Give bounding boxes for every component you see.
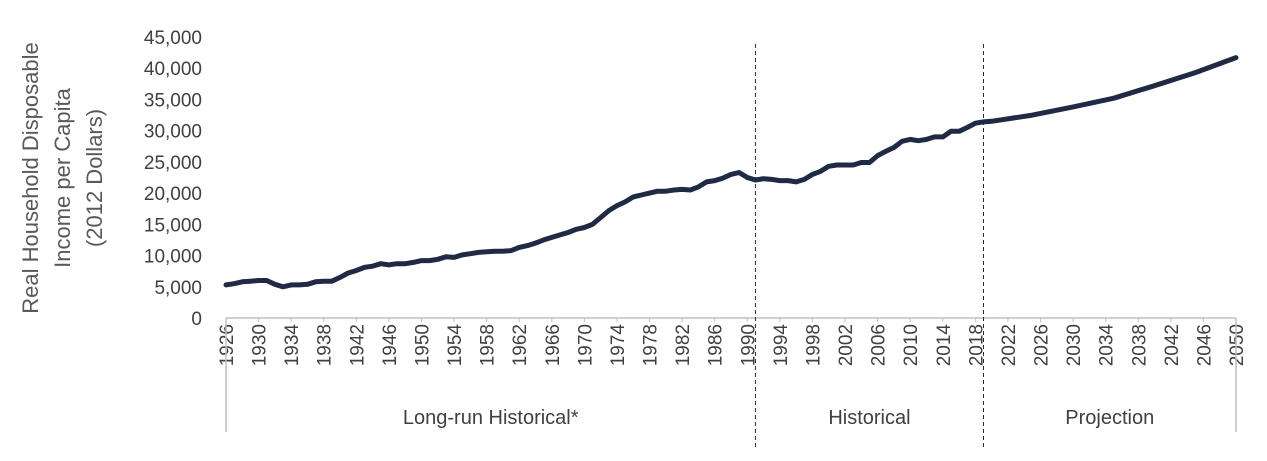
- x-tick-label: 2018: [966, 324, 987, 366]
- x-tick-label: 1970: [575, 324, 596, 366]
- y-tick-label: 45,000: [144, 28, 202, 49]
- x-tick-label: 1926: [217, 324, 238, 366]
- y-tick-label: 35,000: [144, 90, 202, 111]
- y-tick-label: 0: [191, 309, 202, 330]
- y-axis-label-line-1: Real Household Disposable: [18, 42, 43, 314]
- income-series-line: [223, 55, 1239, 290]
- axes: [225, 317, 1237, 432]
- x-tick-label: 2006: [869, 324, 890, 366]
- x-tick-label: 1994: [771, 324, 792, 367]
- x-tick-label: 1962: [510, 324, 531, 366]
- x-tick-label: 1950: [412, 324, 433, 366]
- x-tick-label: 1982: [673, 324, 694, 366]
- x-tick-label: 1938: [315, 324, 336, 366]
- y-tick-label: 30,000: [144, 122, 202, 143]
- x-tick-label: 1974: [608, 324, 629, 367]
- x-tick-label: 1998: [803, 324, 824, 366]
- y-axis-label-line-3: (2012 Dollars): [82, 109, 107, 247]
- x-tick-label: 1978: [641, 324, 662, 366]
- x-tick-label: 1946: [380, 324, 401, 366]
- y-tick-label: 40,000: [144, 59, 202, 80]
- region-label: Long-run Historical*: [403, 407, 579, 429]
- x-tick-label: 2014: [934, 324, 955, 367]
- x-tick-label: 2002: [836, 324, 857, 366]
- x-tick-label: 1958: [478, 324, 499, 366]
- x-tick-label: 1954: [445, 324, 466, 367]
- x-tick-label: 1934: [282, 324, 303, 367]
- x-tick-label: 1990: [738, 324, 759, 366]
- region-labels: Long-run Historical* Historical Projection: [403, 407, 1154, 429]
- x-tick-label: 2026: [1032, 324, 1053, 366]
- x-tick-label: 1930: [250, 324, 271, 366]
- y-tick-label: 5,000: [154, 278, 202, 299]
- y-tick-label: 20,000: [144, 184, 202, 205]
- x-tick-label: 2038: [1129, 324, 1150, 366]
- y-axis-label-line-2: Income per Capita: [50, 87, 75, 268]
- y-tick-label: 10,000: [144, 247, 202, 268]
- y-tick-label: 25,000: [144, 153, 202, 174]
- x-tick-label: 1986: [706, 324, 727, 366]
- region-label: Historical: [828, 407, 910, 429]
- x-tick-label: 2050: [1227, 324, 1248, 366]
- x-tick-label: 2030: [1064, 324, 1085, 366]
- region-dividers: [754, 44, 984, 447]
- x-tick-label: 2046: [1194, 324, 1215, 366]
- x-tick-labels: 1926 1930 1934 1938 1942 1946 1950 1954 1958 1962…: [217, 318, 1248, 366]
- region-label: Projection: [1065, 407, 1154, 429]
- x-tick-label: 1942: [347, 324, 368, 366]
- x-tick-label: 2010: [901, 324, 922, 366]
- x-tick-label: 2042: [1162, 324, 1183, 366]
- y-tick-labels: 0 5,000 10,000 15,000 20,000 25,000 30,000 35,0…: [144, 28, 202, 330]
- x-tick-label: 2034: [1097, 324, 1118, 367]
- x-tick-label: 1966: [543, 324, 564, 366]
- y-tick-label: 15,000: [144, 215, 202, 236]
- x-tick-label: 2022: [999, 324, 1020, 366]
